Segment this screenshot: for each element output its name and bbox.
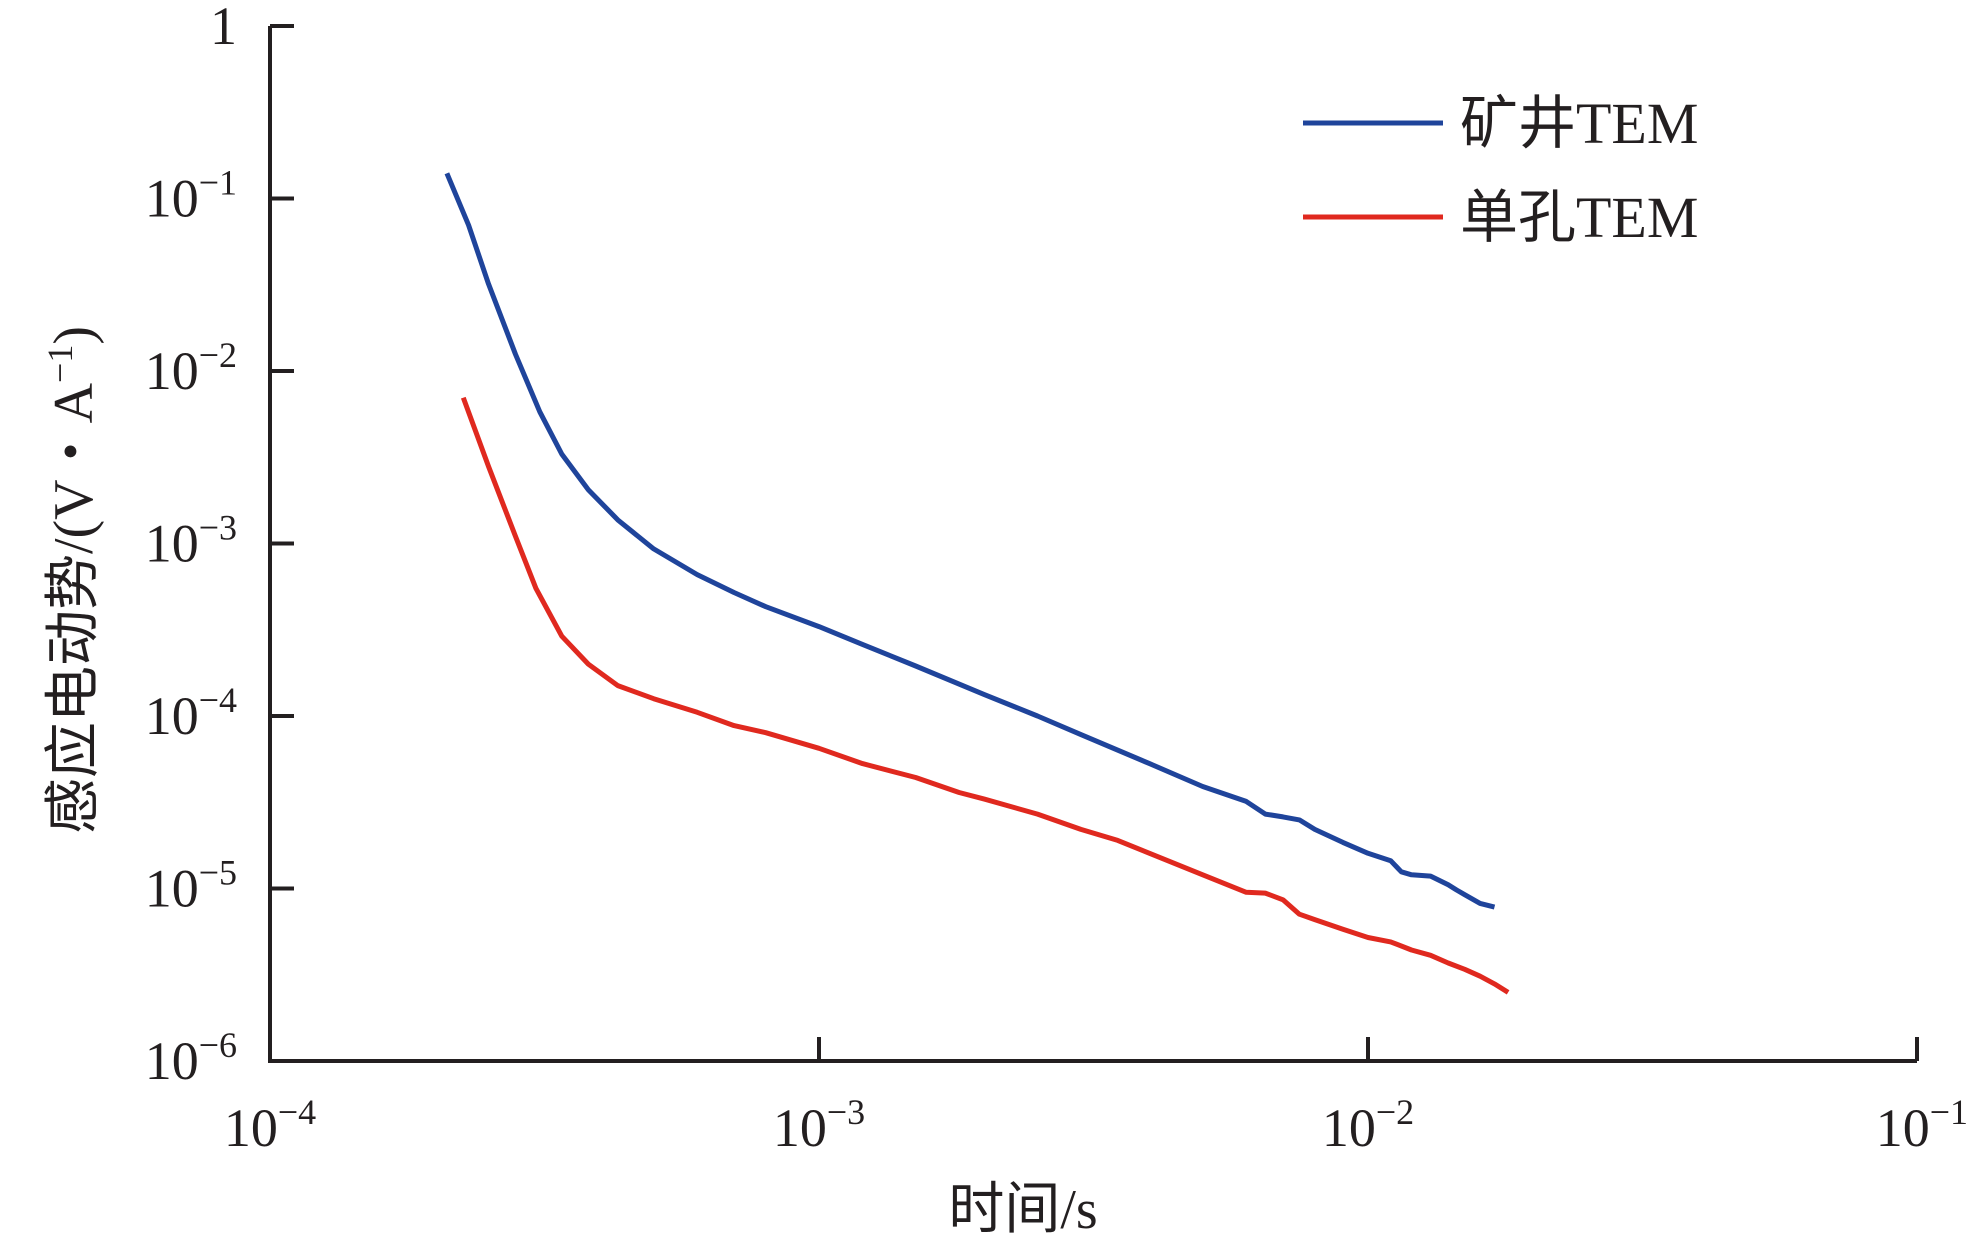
legend-label-0: 矿井TEM [1460,91,1698,156]
plot-area [444,172,1510,995]
axes: 10−4 10−3 10−2 10−1 1 10−1 10−2 10−3 10−4 10−5 10… [145,0,1968,1158]
y-tick-label: 10−2 [145,335,237,401]
x-tick-label: 10−2 [1322,1092,1414,1158]
y-tick-label: 10−4 [145,680,237,746]
y-axis-title: 感应电动势/(V・A−1) [40,326,105,834]
x-tick-label: 10−4 [224,1092,316,1158]
y-tick-label: 10−1 [145,163,237,229]
y-ticks: 1 10−1 10−2 10−3 10−4 10−5 10−6 [145,0,294,1091]
x-ticks: 10−4 10−3 10−2 10−1 [224,1037,1968,1158]
legend: 矿井TEM 单孔TEM [1303,91,1698,250]
y-tick-label: 10−5 [145,853,237,919]
y-tick-label: 1 [210,0,237,56]
y-tick-label: 10−6 [145,1025,237,1091]
y-tick-label: 10−3 [145,508,237,574]
x-tick-label: 10−1 [1876,1092,1968,1158]
series-line-1 [460,396,1510,995]
legend-label-1: 单孔TEM [1460,185,1698,250]
x-tick-label: 10−3 [773,1092,865,1158]
x-axis-title: 时间/s [948,1179,1097,1241]
series-line-0 [444,172,1496,910]
